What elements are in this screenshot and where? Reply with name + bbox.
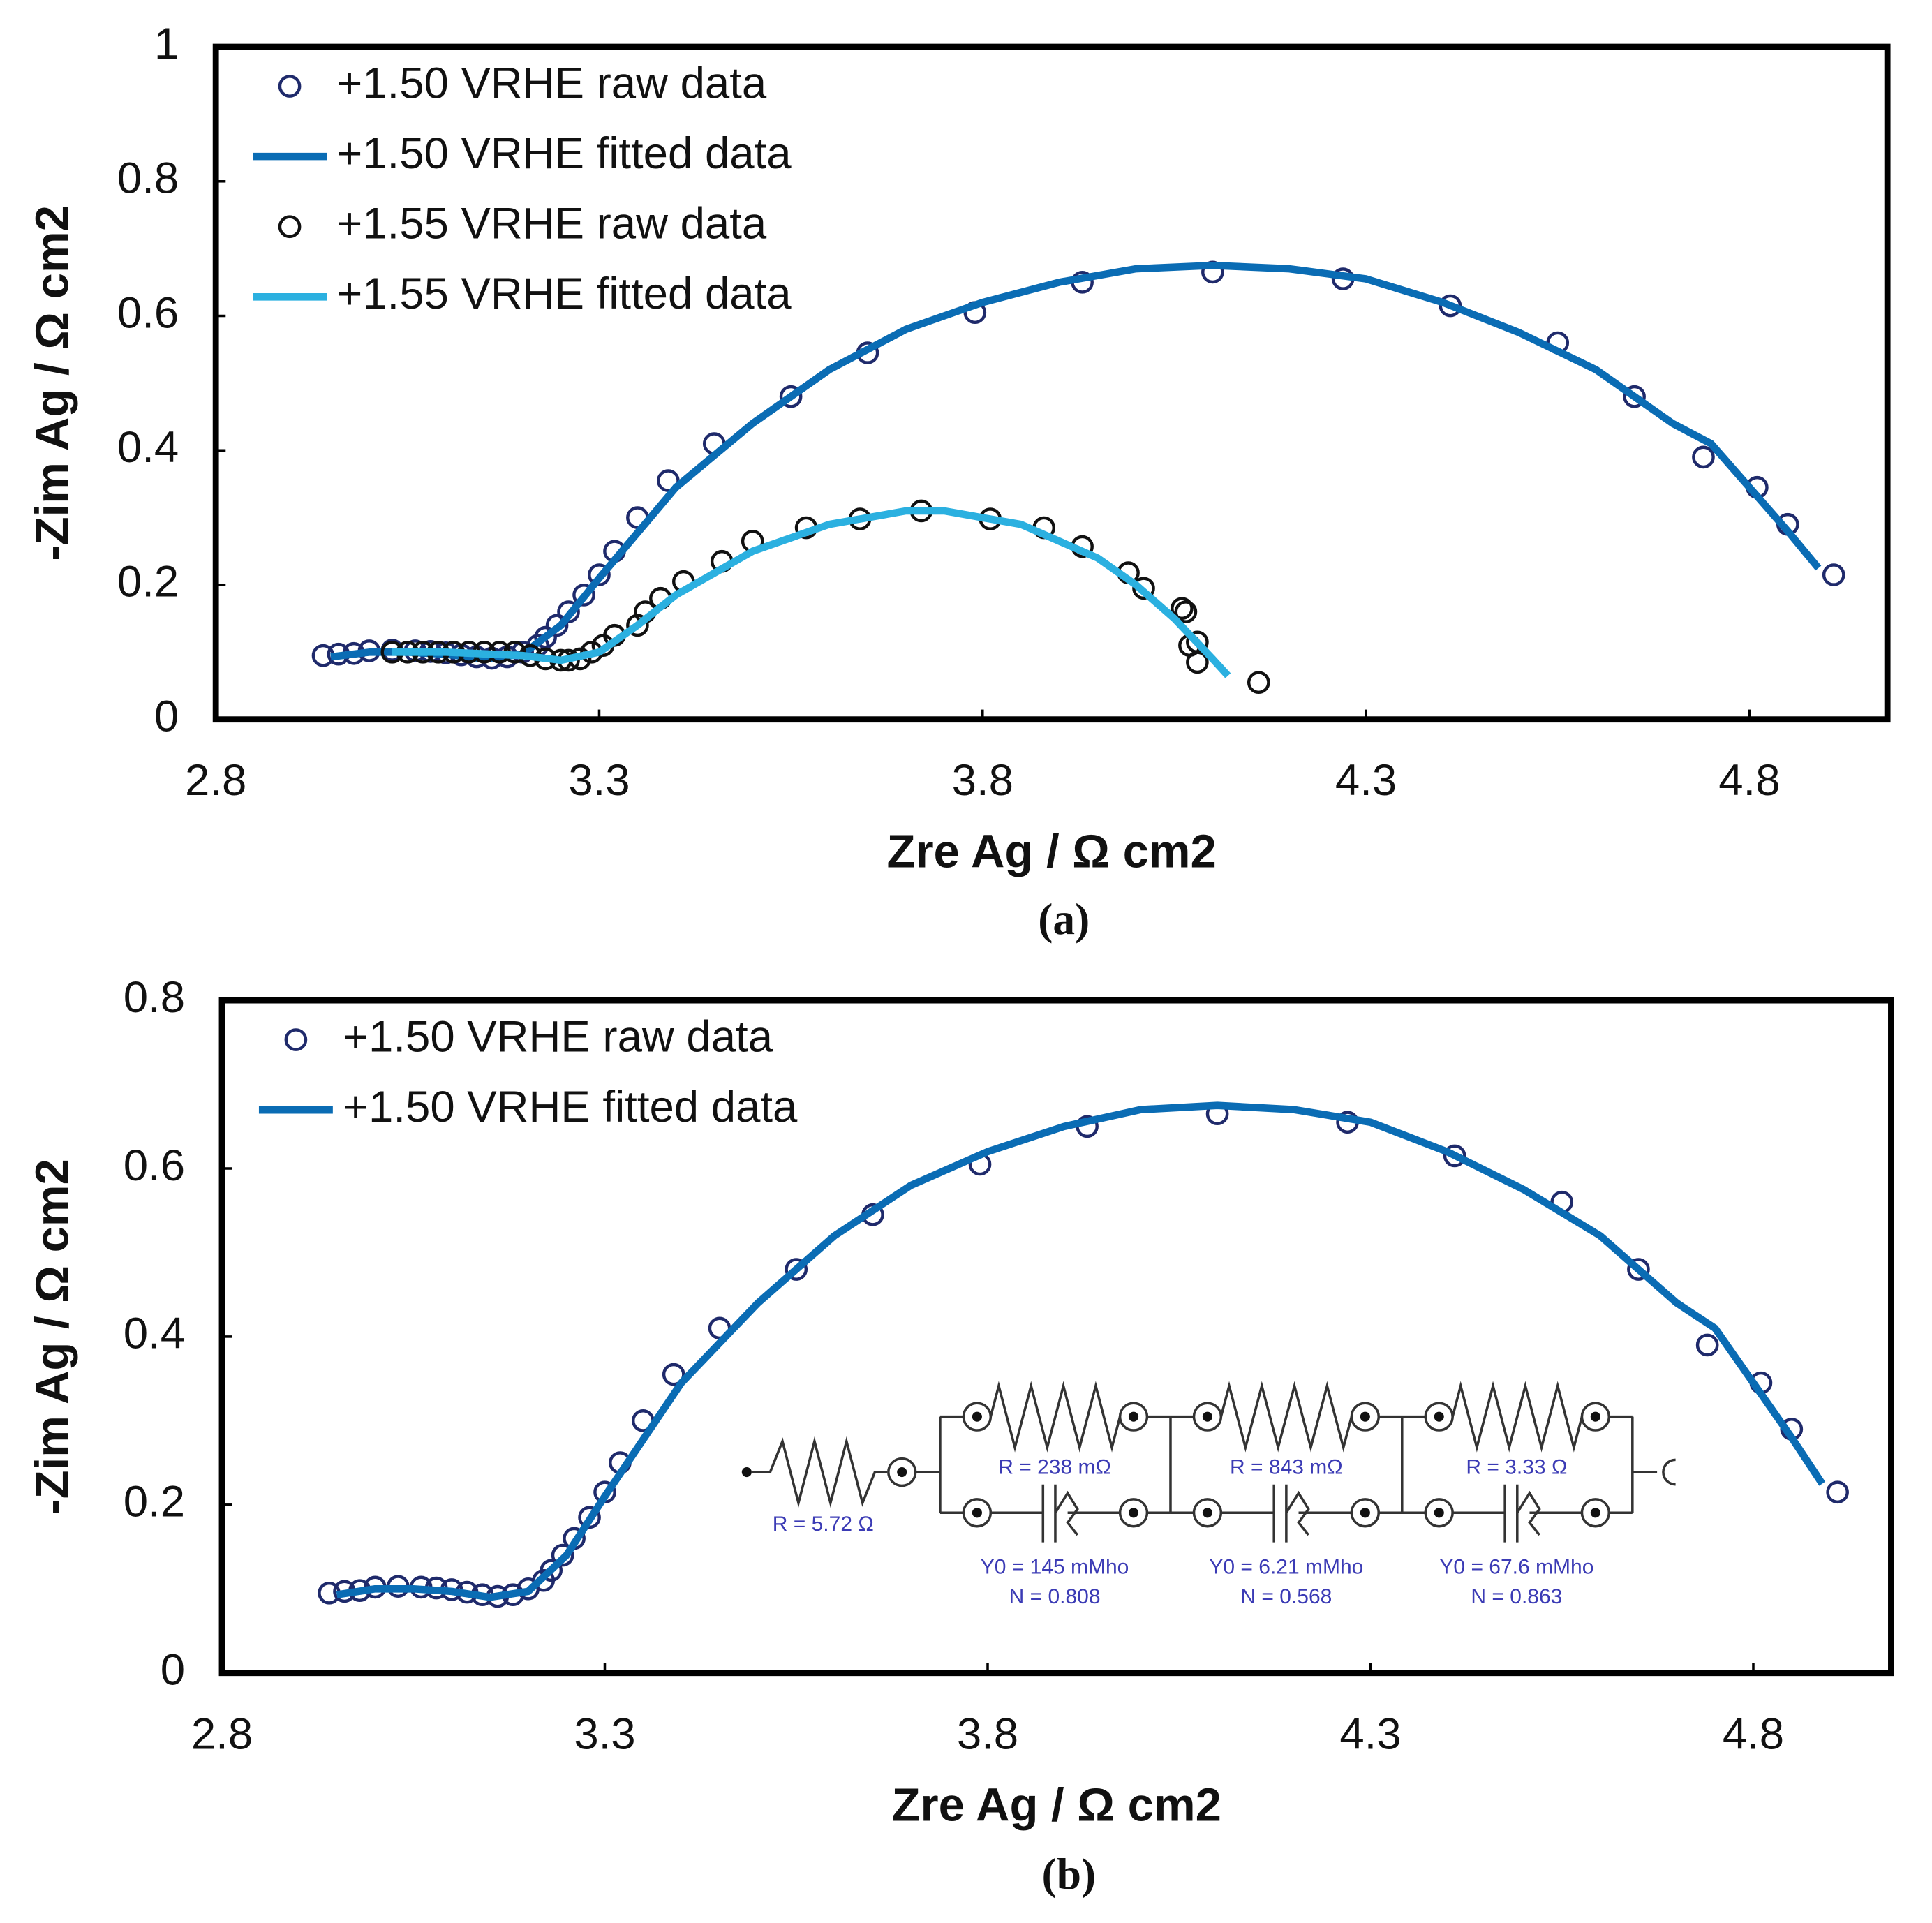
data-point <box>588 563 611 586</box>
circuit-wire <box>1402 1415 1633 1515</box>
annotation: R = 5.72 Ω <box>773 1513 874 1536</box>
annotation: Y0 = 6.21 mMho <box>1209 1556 1363 1579</box>
circuit-node-dot <box>1360 1411 1370 1422</box>
circuit-wire <box>939 1415 1171 1515</box>
y-tick-label: 0.2 <box>117 557 179 607</box>
legend-label: +1.50 VRHE fitted data <box>343 1082 798 1131</box>
data-point <box>662 1363 685 1386</box>
caption: (a) <box>1038 894 1090 944</box>
annotation: N = 0.863 <box>1471 1585 1562 1608</box>
circuit-node-dot <box>1360 1508 1370 1518</box>
circuit-node-dot <box>1128 1411 1139 1422</box>
fit-line <box>392 507 1231 678</box>
x-tick-label: 2.8 <box>185 755 246 805</box>
x-tick-label: 3.8 <box>952 755 1013 805</box>
x-tick-label: 3.3 <box>568 755 630 805</box>
resistor <box>989 1381 1122 1453</box>
y-tick-label: 0 <box>154 691 179 741</box>
x-tick-label: 3.3 <box>574 1709 635 1758</box>
fit-line <box>330 261 1822 663</box>
x-axis-label: Zre Ag / Ω cm2 <box>887 826 1217 878</box>
data-point <box>1695 1333 1719 1357</box>
circuit-node-dot <box>972 1411 982 1422</box>
annotation: R = 3.33 Ω <box>1466 1456 1567 1479</box>
y-tick-label: 1 <box>154 19 179 68</box>
data-point <box>1627 1258 1650 1281</box>
annotation: R = 843 mΩ <box>1230 1456 1343 1479</box>
y-tick-label: 0.8 <box>124 972 185 1022</box>
annotation: Y0 = 67.6 mMho <box>1439 1556 1593 1579</box>
caption: (b) <box>1042 1849 1097 1899</box>
legend-label: +1.50 VRHE raw data <box>343 1011 773 1061</box>
circuit-node <box>1580 1498 1611 1528</box>
legend-swatch <box>278 215 302 239</box>
circuit-node-dot <box>972 1508 982 1518</box>
data-point <box>1826 1480 1849 1504</box>
y-axis-label: -Zim Ag / Ω cm2 <box>26 205 78 561</box>
data-point <box>1186 651 1209 674</box>
data-point <box>551 1543 574 1567</box>
circuit-diagram <box>741 1381 1676 1543</box>
data-point <box>534 625 557 649</box>
data-point <box>572 584 595 607</box>
circuit-wire <box>1170 1415 1402 1515</box>
data-point <box>540 1559 563 1582</box>
circuit-node-dot <box>1202 1508 1212 1518</box>
data-point <box>578 1506 601 1529</box>
y-tick-label: 0.6 <box>124 1141 185 1190</box>
x-tick-label: 4.8 <box>1718 755 1780 805</box>
legend-label: +1.55 VRHE raw data <box>336 199 767 248</box>
circuit-node-dot <box>1590 1411 1600 1422</box>
x-axis-label: Zre Ag / Ω cm2 <box>892 1779 1221 1832</box>
y-tick-label: 0.6 <box>117 288 179 337</box>
y-axis-label: -Zim Ag / Ω cm2 <box>26 1159 78 1514</box>
circuit-node-dot <box>1128 1508 1139 1518</box>
data-point <box>1132 577 1155 600</box>
data-point <box>1171 597 1194 621</box>
x-tick-label: 4.8 <box>1723 1709 1784 1758</box>
circuit-node-dot <box>1434 1508 1444 1518</box>
legend-swatch <box>284 1028 308 1051</box>
circuit-node-dot <box>1202 1411 1212 1422</box>
legend-label: +1.50 VRHE fitted data <box>336 128 792 178</box>
legend-label: +1.50 VRHE raw data <box>336 58 767 107</box>
y-tick-label: 0.2 <box>124 1477 185 1527</box>
y-tick-label: 0.4 <box>117 422 179 472</box>
legend-label: +1.55 VRHE fitted data <box>336 269 792 318</box>
circuit-node-dot <box>1590 1508 1600 1518</box>
data-point <box>1623 385 1646 408</box>
cpe <box>1452 1484 1582 1543</box>
plot-frame <box>218 997 1894 1677</box>
x-tick-label: 4.3 <box>1339 1709 1401 1758</box>
data-point <box>1247 671 1270 695</box>
annotation: N = 0.808 <box>1009 1585 1101 1608</box>
plot-frame <box>212 43 1891 723</box>
resistor <box>1451 1381 1584 1453</box>
x-tick-label: 3.8 <box>957 1709 1018 1758</box>
data-point <box>1443 1144 1466 1168</box>
legend-swatch <box>278 75 302 98</box>
y-tick-label: 0.4 <box>124 1309 185 1358</box>
annotation: R = 238 mΩ <box>998 1456 1111 1479</box>
x-tick-label: 2.8 <box>191 1709 253 1758</box>
cpe <box>990 1484 1120 1543</box>
data-point <box>1174 600 1198 623</box>
data-point <box>1822 563 1845 586</box>
circuit-node-dot <box>1434 1411 1444 1422</box>
annotation: Y0 = 145 mMho <box>981 1556 1129 1579</box>
y-tick-label: 0 <box>161 1645 185 1695</box>
x-tick-label: 4.3 <box>1335 755 1397 805</box>
fit-line <box>336 1101 1826 1601</box>
data-point <box>785 1258 808 1281</box>
y-tick-label: 0.8 <box>117 154 179 203</box>
data-point <box>779 385 803 408</box>
resistor <box>1219 1381 1353 1453</box>
circuit-node <box>1580 1402 1611 1432</box>
data-point <box>1692 445 1715 469</box>
data-point <box>657 469 680 492</box>
cpe <box>1221 1484 1352 1543</box>
annotation: N = 0.568 <box>1240 1585 1332 1608</box>
data-point <box>545 614 569 637</box>
